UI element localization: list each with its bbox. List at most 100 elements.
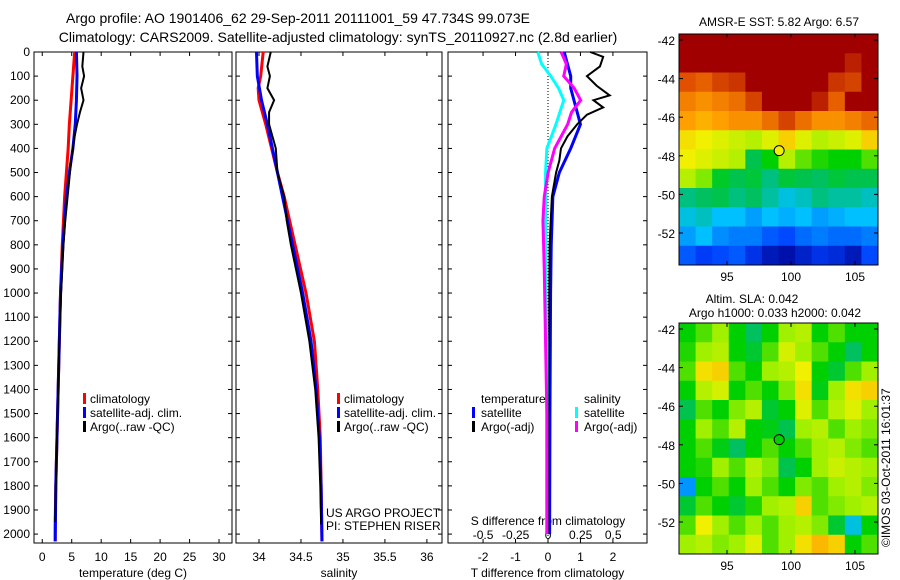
- s-tick-label: 0.25: [569, 528, 593, 542]
- heatmap-cell: [861, 226, 879, 247]
- heatmap-cell: [728, 188, 746, 208]
- heatmap-cell: [861, 188, 879, 208]
- heatmap-cell: [679, 361, 697, 382]
- heatmap-cell: [795, 323, 813, 343]
- heatmap-cell: [795, 515, 813, 536]
- heatmap-cell: [844, 130, 862, 150]
- legend-swatch: [337, 407, 340, 418]
- heatmap-cell: [778, 245, 796, 266]
- heatmap-cell: [695, 111, 713, 131]
- series-satellite-adj-clim-: [53, 51, 79, 542]
- heatmap-cell: [679, 130, 697, 150]
- depth-tick-label: 1800: [3, 479, 30, 493]
- depth-tick-label: 2000: [3, 527, 30, 541]
- heatmap-cell: [795, 34, 813, 54]
- heatmap-cell: [761, 149, 779, 170]
- heatmap-cell: [679, 457, 697, 478]
- heatmap-cell: [811, 53, 829, 73]
- heatmap-cell: [761, 188, 779, 208]
- heatmap-cell: [712, 226, 730, 247]
- depth-tick-label: 1000: [3, 286, 30, 300]
- s-tick-label: 0: [545, 528, 552, 542]
- heatmap-cell: [728, 72, 746, 93]
- heatmap-cell: [761, 168, 779, 189]
- heatmap-cell: [844, 419, 862, 439]
- heatmap-cell: [712, 168, 730, 189]
- legend-swatch: [575, 407, 578, 418]
- heatmap-cell: [828, 188, 846, 208]
- heatmap-cell: [728, 53, 746, 73]
- depth-tick-label: 300: [10, 117, 30, 131]
- heatmap-cell: [761, 534, 779, 555]
- heatmap-cell: [695, 342, 713, 362]
- x-tick-label: 5: [68, 550, 75, 564]
- heatmap-cell: [811, 477, 829, 497]
- x-tick-label: 36: [420, 550, 434, 564]
- heatmap-cell: [844, 149, 862, 170]
- heatmap-cell: [795, 400, 813, 420]
- legend-label: Argo(-adj): [481, 420, 534, 434]
- heatmap-cell: [745, 130, 763, 150]
- heatmap-cell: [712, 72, 730, 93]
- sla-map-title: Altim. SLA: 0.042: [706, 292, 799, 306]
- heatmap-cell: [795, 111, 813, 131]
- heatmap-cell: [695, 91, 713, 112]
- heatmap-cell: [795, 534, 813, 555]
- heatmap-cell: [811, 342, 829, 362]
- heatmap-cell: [811, 168, 829, 189]
- heatmap-cell: [861, 361, 879, 382]
- depth-tick-label: 1600: [3, 431, 30, 445]
- heatmap-cell: [828, 342, 846, 362]
- heatmap-cell: [695, 53, 713, 73]
- heatmap-cell: [778, 226, 796, 247]
- heatmap-cell: [679, 34, 697, 54]
- x-tick-label: 30: [212, 550, 226, 564]
- heatmap-cell: [695, 477, 713, 497]
- heatmap-cell: [828, 226, 846, 247]
- heatmap-cell: [695, 534, 713, 555]
- heatmap-cell: [679, 188, 697, 208]
- heatmap-cell: [728, 477, 746, 497]
- heatmap-cell: [695, 380, 713, 401]
- heatmap-cell: [695, 168, 713, 189]
- depth-tick-label: 500: [10, 166, 30, 180]
- heatmap-cell: [861, 34, 879, 54]
- heatmap-cell: [844, 342, 862, 362]
- x-tick-label: 25: [183, 550, 197, 564]
- heatmap-cell: [728, 130, 746, 150]
- heatmap-cell: [745, 72, 763, 93]
- heatmap-cell: [778, 130, 796, 150]
- heatmap-cell: [795, 438, 813, 459]
- heatmap-cell: [712, 323, 730, 343]
- axes-frame-salinity: [235, 51, 443, 544]
- heatmap-cell: [844, 496, 862, 516]
- s-tick-label: -0.25: [502, 528, 530, 542]
- heatmap-cell: [761, 207, 779, 227]
- s-tick-label: 0.5: [605, 528, 622, 542]
- depth-tick-label: 1900: [3, 503, 30, 517]
- heatmap-cell: [778, 400, 796, 420]
- heatmap-cell: [712, 53, 730, 73]
- heatmap-cell: [861, 477, 879, 497]
- heatmap-cell: [761, 323, 779, 343]
- heatmap-cell: [861, 342, 879, 362]
- heatmap-cell: [795, 149, 813, 170]
- legend-swatch: [575, 421, 578, 432]
- lat-tick-label: -42: [658, 323, 676, 337]
- heatmap-cell: [728, 419, 746, 439]
- heatmap-cell: [745, 245, 763, 266]
- heatmap-cell: [695, 188, 713, 208]
- legend-label: climatology: [344, 392, 404, 406]
- legend-label: satellite: [481, 406, 522, 420]
- map-frame-sla_map: [678, 322, 879, 555]
- heatmap-cell: [861, 130, 879, 150]
- heatmap-cell: [778, 168, 796, 189]
- depth-tick-label: 400: [10, 141, 30, 155]
- heatmap-cell: [811, 496, 829, 516]
- heatmap-cell: [811, 245, 829, 266]
- heatmap-cell: [679, 226, 697, 247]
- heatmap-cell: [811, 188, 829, 208]
- heatmap-cell: [695, 496, 713, 516]
- heatmap-cell: [778, 457, 796, 478]
- heatmap-cell: [712, 91, 730, 112]
